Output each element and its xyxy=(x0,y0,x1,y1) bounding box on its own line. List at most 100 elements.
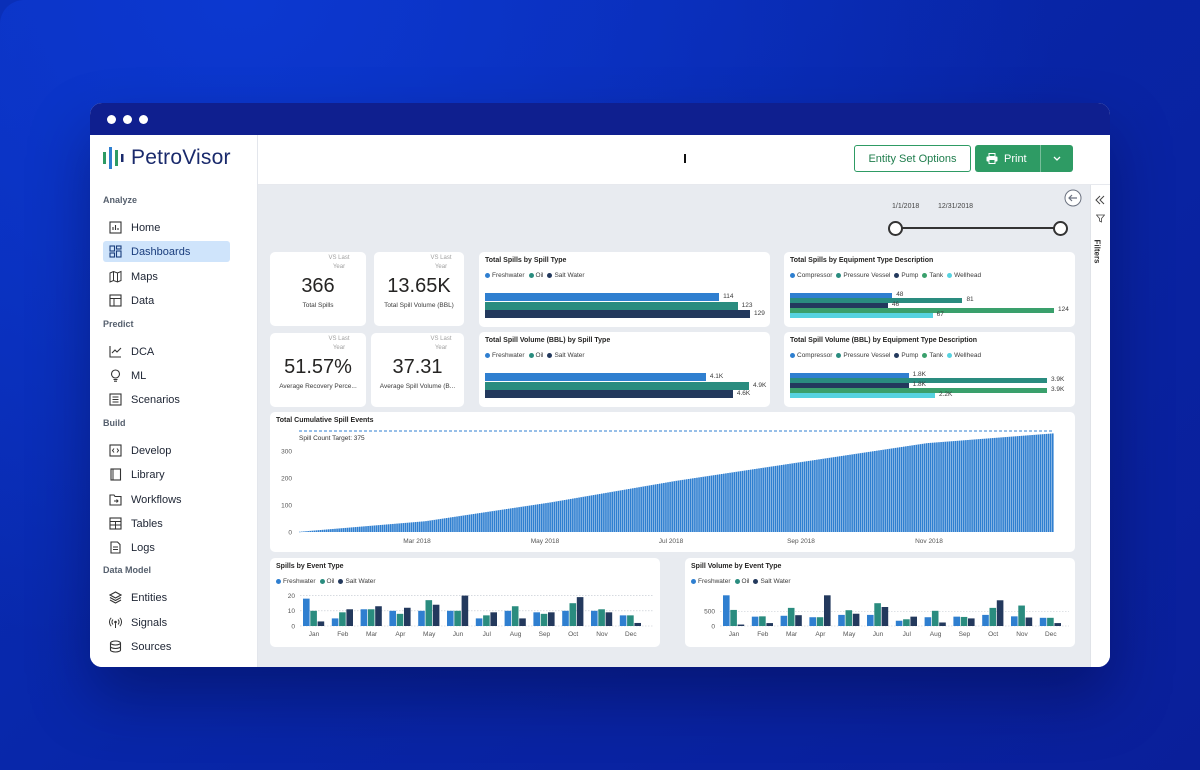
legend-item[interactable]: Pump xyxy=(894,352,918,359)
bar[interactable] xyxy=(790,313,933,318)
legend-item[interactable]: Freshwater xyxy=(276,578,316,585)
kpi-card[interactable]: VS Last Year 13.65K Total Spill Volume (… xyxy=(374,252,464,326)
legend-item[interactable]: Compressor xyxy=(790,352,832,359)
sidebar-item-ml[interactable]: ML xyxy=(103,365,230,386)
bar xyxy=(931,610,939,626)
cumulative-bar xyxy=(323,529,326,532)
sidebar-item-tables[interactable]: Tables xyxy=(103,513,230,534)
cumulative-bar xyxy=(437,519,440,532)
bar[interactable] xyxy=(790,293,893,298)
bar-value-label: 2.2K xyxy=(938,391,953,399)
legend-item[interactable]: Freshwater xyxy=(485,272,525,279)
volume-by-spill-type-chart[interactable]: Total Spill Volume (BBL) by Spill Type Fr… xyxy=(479,332,770,407)
slider-handle-end[interactable] xyxy=(1053,221,1068,236)
print-button[interactable]: Print xyxy=(975,145,1073,172)
filters-pane[interactable]: Filters xyxy=(1090,185,1110,667)
legend-item[interactable]: Tank xyxy=(922,352,943,359)
cumulative-spill-events-chart[interactable]: Total Cumulative Spill Events 300 200 100 0… xyxy=(270,412,1075,552)
bar[interactable] xyxy=(790,378,1047,383)
bar[interactable] xyxy=(790,298,963,303)
x-tick-label: Dec xyxy=(1045,631,1057,638)
sidebar-item-signals[interactable]: Signals xyxy=(103,612,230,633)
legend-item[interactable]: Freshwater xyxy=(691,578,731,585)
bar xyxy=(396,613,404,626)
sidebar-item-library[interactable]: Library xyxy=(103,464,230,485)
bar[interactable] xyxy=(790,373,909,378)
back-arrow-icon[interactable] xyxy=(1064,189,1082,207)
legend-item[interactable]: Compressor xyxy=(790,272,832,279)
legend-item[interactable]: Oil xyxy=(734,578,749,585)
sidebar-item-dashboards[interactable]: Dashboards xyxy=(103,241,230,262)
bar[interactable] xyxy=(485,310,750,318)
spills-by-event-type-chart[interactable]: Spills by Event Type Freshwater Oil Salt W… xyxy=(270,558,660,647)
spills-by-spill-type-chart[interactable]: Total Spills by Spill Type Freshwater Oil S… xyxy=(479,252,770,327)
legend-item[interactable]: Oil xyxy=(528,352,543,359)
legend-item[interactable]: Pump xyxy=(894,272,918,279)
legend-item[interactable]: Salt Water xyxy=(547,272,585,279)
print-main[interactable]: Print xyxy=(975,145,1041,172)
cumulative-bar xyxy=(737,471,740,532)
bar-value-label: 3.9K xyxy=(1051,376,1065,384)
bar xyxy=(540,613,548,626)
cumulative-bar xyxy=(1031,435,1033,532)
window-dot[interactable] xyxy=(139,115,148,124)
cumulative-bar xyxy=(886,449,889,532)
cumulative-bar xyxy=(677,480,680,532)
sidebar-item-data[interactable]: Data xyxy=(103,290,230,311)
bar[interactable] xyxy=(790,383,909,388)
sidebar-item-label: Logs xyxy=(131,541,155,554)
volume-by-equipment-chart[interactable]: Total Spill Volume (BBL) by Equipment Ty… xyxy=(784,332,1075,407)
bar xyxy=(627,615,634,626)
sidebar-item-maps[interactable]: Maps xyxy=(103,266,230,287)
sidebar-item-sources[interactable]: Sources xyxy=(103,636,230,657)
legend-item[interactable]: Tank xyxy=(922,272,943,279)
sidebar-item-dca[interactable]: DCA xyxy=(103,341,230,362)
sidebar-item-entities[interactable]: Entities xyxy=(103,587,230,608)
bar[interactable] xyxy=(485,301,738,310)
legend-item[interactable]: Pressure Vessel xyxy=(836,352,890,359)
sidebar-item-scenarios[interactable]: Scenarios xyxy=(103,389,230,410)
spills-by-equipment-chart[interactable]: Total Spills by Equipment Type Descripti… xyxy=(784,252,1075,327)
legend-item[interactable]: Salt Water xyxy=(338,578,376,585)
y-tick-label: 20 xyxy=(288,593,296,600)
sidebar-item-home[interactable]: Home xyxy=(103,217,230,238)
legend-item[interactable]: Oil xyxy=(319,578,334,585)
kpi-card[interactable]: VS Last Year 51.57% Average Recovery Per… xyxy=(270,333,366,407)
volume-by-event-type-chart[interactable]: Spill Volume by Event Type Freshwater Oil… xyxy=(685,558,1075,647)
legend-item[interactable]: Freshwater xyxy=(485,352,525,359)
kpi-card[interactable]: VS Last Year 366 Total Spills xyxy=(270,252,366,326)
entity-set-options-button[interactable]: Entity Set Options xyxy=(854,145,971,172)
x-tick-label: Feb xyxy=(337,631,349,638)
bar[interactable] xyxy=(790,388,1047,393)
legend-item[interactable]: Salt Water xyxy=(753,578,791,585)
bar[interactable] xyxy=(790,303,888,308)
bar xyxy=(310,610,317,626)
bar[interactable] xyxy=(485,293,720,301)
sidebar-item-logs[interactable]: Logs xyxy=(103,537,230,558)
window-dot[interactable] xyxy=(123,115,132,124)
filter-icon xyxy=(1096,214,1105,223)
chevron-down-icon xyxy=(1053,156,1061,161)
cumulative-bar xyxy=(648,485,651,532)
legend-item[interactable]: Oil xyxy=(528,272,543,279)
bar[interactable] xyxy=(790,308,1054,313)
cumulative-bar xyxy=(679,480,682,532)
legend-item[interactable]: Wellhead xyxy=(947,352,981,359)
window-dot[interactable] xyxy=(107,115,116,124)
sidebar-item-develop[interactable]: Develop xyxy=(103,440,230,461)
bar[interactable] xyxy=(485,390,733,398)
sidebar-item-workflows[interactable]: Workflows xyxy=(103,489,230,510)
bar[interactable] xyxy=(485,373,706,381)
legend-item[interactable]: Wellhead xyxy=(947,272,981,279)
bar[interactable] xyxy=(790,393,935,398)
kpi-card[interactable]: VS Last Year 37.31 Average Spill Volume … xyxy=(371,333,464,407)
slider-handle-start[interactable] xyxy=(888,221,903,236)
cumulative-bar xyxy=(654,484,657,532)
legend-item[interactable]: Pressure Vessel xyxy=(836,272,890,279)
print-dropdown[interactable] xyxy=(1041,156,1073,161)
legend-item[interactable]: Salt Water xyxy=(547,352,585,359)
cumulative-bar xyxy=(799,462,802,532)
bar[interactable] xyxy=(485,381,749,390)
collapse-double-chevron-icon[interactable] xyxy=(1095,195,1105,205)
app-logo[interactable]: PetroVisor xyxy=(102,145,231,171)
